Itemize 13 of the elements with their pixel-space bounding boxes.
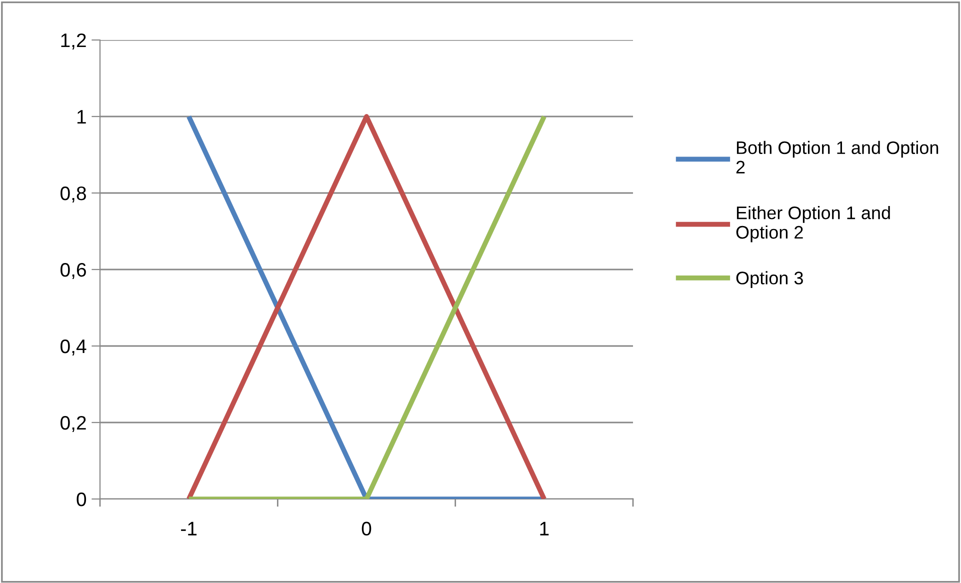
legend-label: Option 3	[736, 271, 803, 288]
y-tick-label: 0,4	[60, 339, 86, 356]
x-tick-label: 1	[540, 522, 549, 536]
y-tick-label: 0,8	[60, 186, 86, 203]
legend-label: Both Option 1 and Option 2	[736, 140, 938, 174]
x-tick-label: 0	[362, 522, 372, 536]
y-tick-label: 0,2	[60, 416, 86, 432]
legend-label: Either Option 1 and Option 2	[736, 206, 890, 242]
x-tick-label: -1	[181, 522, 197, 536]
y-tick-label: 0	[76, 492, 86, 506]
y-tick-label: 1,2	[61, 33, 86, 50]
y-tick-label: 0,6	[60, 262, 86, 280]
y-tick-label: 1	[77, 110, 86, 124]
